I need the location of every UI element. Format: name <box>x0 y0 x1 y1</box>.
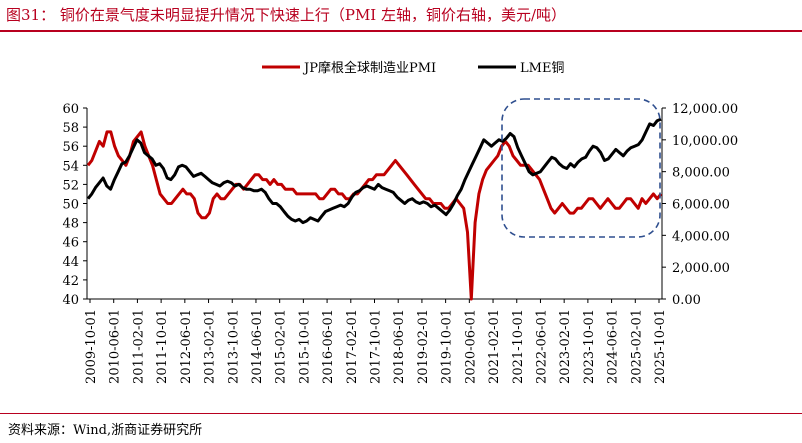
x-tick-label: 2014-06-01 <box>250 309 265 384</box>
x-tick-label: 2019-02-01 <box>416 309 431 384</box>
highlight-annotation <box>501 98 661 238</box>
left-tick-label: 56 <box>62 140 79 155</box>
x-tick-label: 2012-06-01 <box>179 309 194 384</box>
x-tick-label: 2013-10-01 <box>226 309 241 384</box>
right-tick-label: 4,000.00 <box>672 229 730 244</box>
x-tick-label: 2011-02-01 <box>131 309 146 384</box>
series-line-lme <box>86 117 662 225</box>
footer-rule <box>0 413 802 414</box>
right-tick-label: 2,000.00 <box>672 261 730 276</box>
x-tick-label: 2021-02-01 <box>487 309 502 384</box>
right-tick-label: 6,000.00 <box>672 198 730 213</box>
x-tick-label: 2025-10-01 <box>653 309 668 384</box>
series-layer <box>86 117 663 301</box>
legend-label-lme: LME铜 <box>520 61 564 76</box>
x-tick-label: 2019-10-01 <box>440 309 455 384</box>
left-tick-label: 50 <box>62 198 79 213</box>
x-tick-label: 2016-06-01 <box>321 309 336 384</box>
source-note: 资料来源：Wind,浙商证券研究所 <box>8 423 203 438</box>
left-tick-label: 44 <box>62 255 79 270</box>
left-tick-label: 58 <box>62 121 79 136</box>
left-tick-label: 46 <box>62 236 79 251</box>
right-tick-label: 0.00 <box>672 293 701 308</box>
x-tick-label: 2023-10-01 <box>582 309 597 384</box>
x-tick-label: 2020-06-01 <box>463 309 478 384</box>
x-tick-label: 2011-10-01 <box>155 309 170 384</box>
right-tick-label: 12,000.00 <box>672 102 738 117</box>
legend-label-pmi: JP摩根全球制造业PMI <box>302 60 436 76</box>
series-line-pmi <box>86 130 663 301</box>
legend: JP摩根全球制造业PMI LME铜 <box>262 60 564 76</box>
x-tick-label: 2021-10-01 <box>511 309 526 384</box>
left-tick-label: 60 <box>62 102 79 117</box>
right-tick-label: 8,000.00 <box>672 166 730 181</box>
left-tick-label: 48 <box>62 217 79 232</box>
left-tick-label: 42 <box>62 274 79 289</box>
axes: 40 42 44 46 48 50 52 54 56 58 60 0.00 2,000.00 4,000.… <box>62 102 738 384</box>
figure-title: 图31： 铜价在景气度未明显提升情况下快速上行（PMI 左轴，铜价右轴，美元/吨… <box>6 6 567 24</box>
pmi-copper-chart: 40 42 44 46 48 50 52 54 56 58 60 0.00 2,000.00 4,000.… <box>62 60 738 384</box>
x-tick-label: 2025-02-01 <box>629 309 644 384</box>
x-tick-label: 2010-06-01 <box>108 309 123 384</box>
x-tick-label: 2024-06-01 <box>606 309 621 384</box>
x-tick-label: 2015-02-01 <box>274 309 289 384</box>
x-tick-label: 2018-06-01 <box>392 309 407 384</box>
x-tick-label: 2022-06-01 <box>534 309 549 384</box>
right-tick-label: 10,000.00 <box>672 134 738 149</box>
x-tick-label: 2017-02-01 <box>345 309 360 384</box>
left-tick-label: 54 <box>62 159 79 174</box>
x-tick-label: 2023-02-01 <box>558 309 573 384</box>
left-tick-label: 52 <box>62 178 79 193</box>
title-rule <box>0 30 802 32</box>
x-tick-label: 2013-02-01 <box>203 309 218 384</box>
x-tick-label: 2017-10-01 <box>369 309 384 384</box>
x-tick-label: 2009-10-01 <box>84 309 99 384</box>
left-tick-label: 40 <box>62 293 79 308</box>
x-tick-label: 2015-10-01 <box>297 309 312 384</box>
